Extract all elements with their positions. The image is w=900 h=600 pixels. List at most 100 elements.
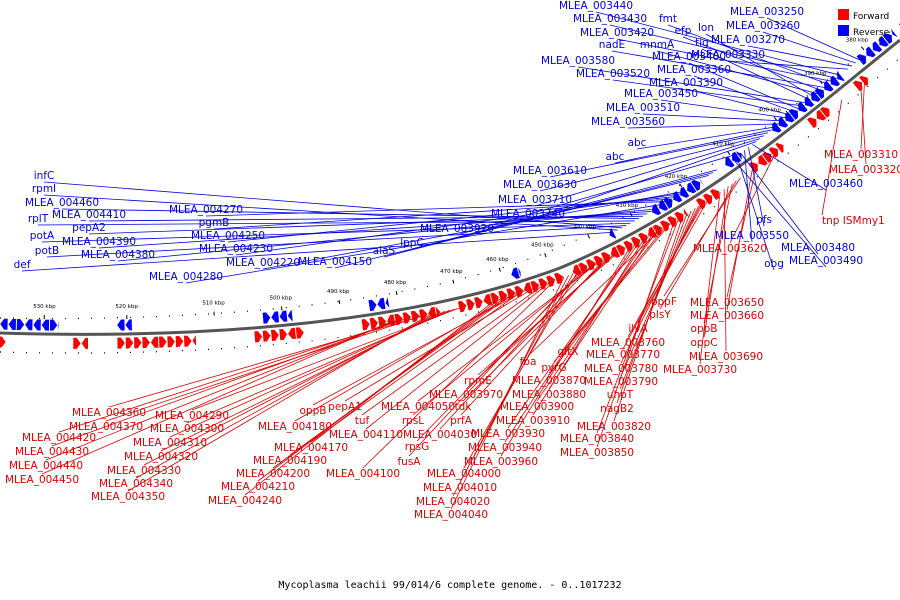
label-leader-line [548, 233, 654, 390]
gene-label: MLEA_003770 [586, 349, 660, 361]
gene-label: MLEA_003650 [690, 297, 764, 309]
gene-label: MLEA_004180 [258, 421, 332, 433]
label-leader-line [693, 75, 795, 113]
label-leader-line [51, 319, 402, 447]
forward-gene-arrow [554, 272, 564, 285]
gene-label: MLEA_003730 [663, 364, 737, 376]
reverse-gene-arrow [872, 41, 883, 52]
gene-label: MLEA_004410 [52, 209, 126, 221]
gene-label: MLEA_004230 [199, 243, 273, 255]
label-leader-line [613, 215, 684, 422]
forward-gene-arrow [659, 220, 670, 232]
gene-label: rpsL [402, 415, 424, 427]
gene-label: MLEA_004110 [329, 429, 403, 441]
label-leader-line [439, 264, 592, 430]
gene-label: potA [30, 230, 55, 242]
label-leader-line [701, 48, 811, 101]
kbp-tick-mark [861, 46, 865, 51]
label-leader-line [699, 191, 721, 365]
kbp-tick-mark [727, 151, 731, 155]
gene-label: MLEA_004040 [414, 509, 488, 521]
gene-label: MLEA_003610 [513, 165, 587, 177]
forward-gene-arrow [262, 330, 271, 342]
forward-gene-arrow [758, 154, 768, 166]
label-leader-line [727, 60, 849, 70]
forward-gene-arrow [159, 336, 167, 348]
kbp-tick-mark [629, 212, 633, 217]
reverse-gene-arrow [652, 203, 662, 216]
gene-label: MLEA_004100 [326, 468, 400, 480]
forward-gene-arrow [601, 251, 611, 264]
gene-label: MLEA_003450 [624, 88, 698, 100]
kbp-tick-mark [544, 253, 547, 258]
reverse-gene-arrow [0, 318, 8, 330]
kbp-tick-mark [395, 291, 398, 296]
label-leader-line [821, 100, 843, 216]
forward-gene-arrow [183, 335, 192, 347]
gene-label: MLEA_004220 [226, 257, 300, 269]
gene-label: oppB [300, 405, 327, 417]
reverse-gene-arrow [49, 319, 58, 331]
label-leader-line [549, 132, 768, 178]
gene-label: MLEA_004170 [274, 442, 348, 454]
forward-gene-arrow [683, 207, 690, 218]
reverse-gene-arrow [511, 267, 520, 279]
label-leaders [21, 11, 867, 510]
label-leader-line [45, 320, 397, 461]
gene-label: MLEA_003690 [689, 351, 763, 363]
label-leader-line [105, 315, 421, 422]
legend-reverse-swatch [838, 25, 849, 36]
kbp-tick: 470 kbp [440, 269, 463, 284]
forward-gene-arrow [483, 293, 493, 306]
gene-label: efp [675, 25, 692, 37]
gene-label: pyrG [541, 362, 566, 374]
gene-label: obg [764, 258, 784, 270]
kbp-tick-label: 470 kbp [440, 269, 463, 275]
gene-label: MLEA_003820 [577, 421, 651, 433]
reverse-gene-arrow [279, 310, 288, 322]
label-leader-line [262, 190, 685, 270]
reverse-gene-arrow [804, 96, 815, 108]
forward-gene-arrow [652, 224, 662, 236]
kbp-tick: 490 kbp [327, 289, 350, 304]
gene-label: rpmI [32, 183, 56, 195]
reverse-gene-arrow [866, 46, 876, 58]
gene-label: ilvA [628, 323, 648, 335]
gene-label: pepA2 [72, 222, 106, 234]
gene-label: MLEA_004020 [416, 496, 490, 508]
kbp-tick: 460 kbp [486, 257, 509, 272]
forward-gene-arrow [546, 275, 556, 288]
gene-label: fba [520, 356, 537, 368]
gene-label: MLEA_003420 [580, 27, 654, 39]
kbp-tick-label: 440 kbp [574, 225, 597, 231]
label-leader-line [660, 99, 788, 119]
gene-label: mnmA [640, 39, 675, 51]
gene-label: MLEA_003710 [498, 194, 572, 206]
forward-gene-arrow [457, 300, 467, 313]
gene-label: MLEA_003900 [500, 401, 574, 413]
label-leader-line [637, 199, 709, 324]
label-leader-line [656, 50, 818, 95]
label-leader-line [504, 242, 636, 443]
reverse-gene-arrow [811, 91, 821, 102]
label-leader-line [667, 24, 830, 85]
label-leader-line [411, 169, 717, 250]
gene-label: MLEA_003620 [693, 243, 767, 255]
label-leader-line [577, 66, 807, 104]
reverse-gene-arrow [41, 319, 50, 331]
label-leader-line [500, 245, 632, 457]
forward-gene-arrow [175, 335, 184, 348]
gene-label: nadE [599, 39, 625, 51]
kbp-tick-label: 430 kbp [616, 203, 639, 209]
reverse-gene-arrow [830, 75, 841, 87]
forward-gene-arrow [117, 337, 125, 349]
gene-label: MLEA_003880 [512, 389, 586, 401]
gene-label: MLEA_004200 [236, 468, 310, 480]
gene-label: MLEA_003930 [471, 428, 545, 440]
forward-gene-arrow [410, 310, 420, 323]
reverse-gene-arrow [778, 116, 789, 128]
label-leader-line [732, 158, 827, 268]
gene-label: potB [35, 245, 59, 257]
kbp-tick-label: 520 kbp [115, 304, 138, 310]
